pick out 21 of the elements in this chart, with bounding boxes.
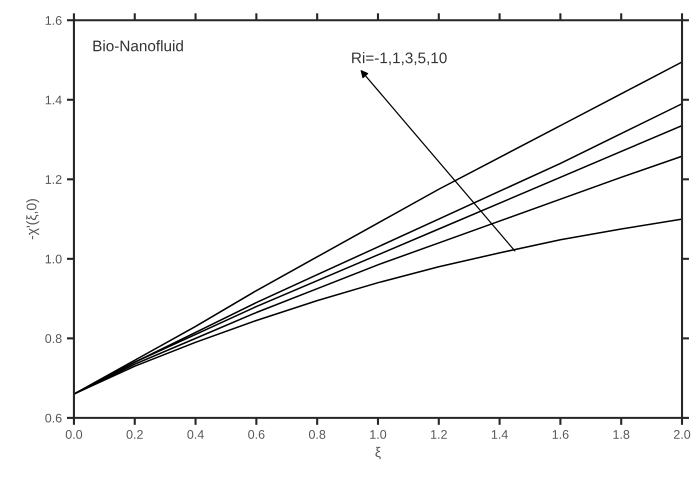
x-axis-title: ξ <box>375 446 381 460</box>
y-tick-label: 0.6 <box>45 414 62 423</box>
y-tick-label: 1.6 <box>46 16 62 25</box>
x-tick-label: 0.4 <box>187 430 204 439</box>
x-tick-label: 0.6 <box>248 430 264 439</box>
x-tick-label: 1.4 <box>492 430 508 439</box>
x-tick-label: 1.6 <box>552 430 569 439</box>
y-tick-label: 0.8 <box>45 334 62 344</box>
x-tick-label: 0.2 <box>126 430 143 439</box>
y-tick-label: 1.0 <box>46 254 62 264</box>
x-tick-label: 1.2 <box>431 430 447 439</box>
x-tick-label: 1.8 <box>613 430 630 439</box>
x-tick-label: 1.0 <box>370 430 386 439</box>
x-tick-label: 2.0 <box>674 430 690 439</box>
x-tick-label: 0.8 <box>308 430 326 439</box>
annotation: Ri=-1,1,3,5,10 <box>352 52 447 66</box>
y-axis-title: -χ'(ξ,0) <box>26 199 40 240</box>
y-tick-label: 1.4 <box>46 96 62 104</box>
x-tick-label: 0.0 <box>66 430 82 439</box>
annotation: Bio-Nanofluid <box>93 40 183 52</box>
y-tick-label: 1.2 <box>46 175 62 184</box>
